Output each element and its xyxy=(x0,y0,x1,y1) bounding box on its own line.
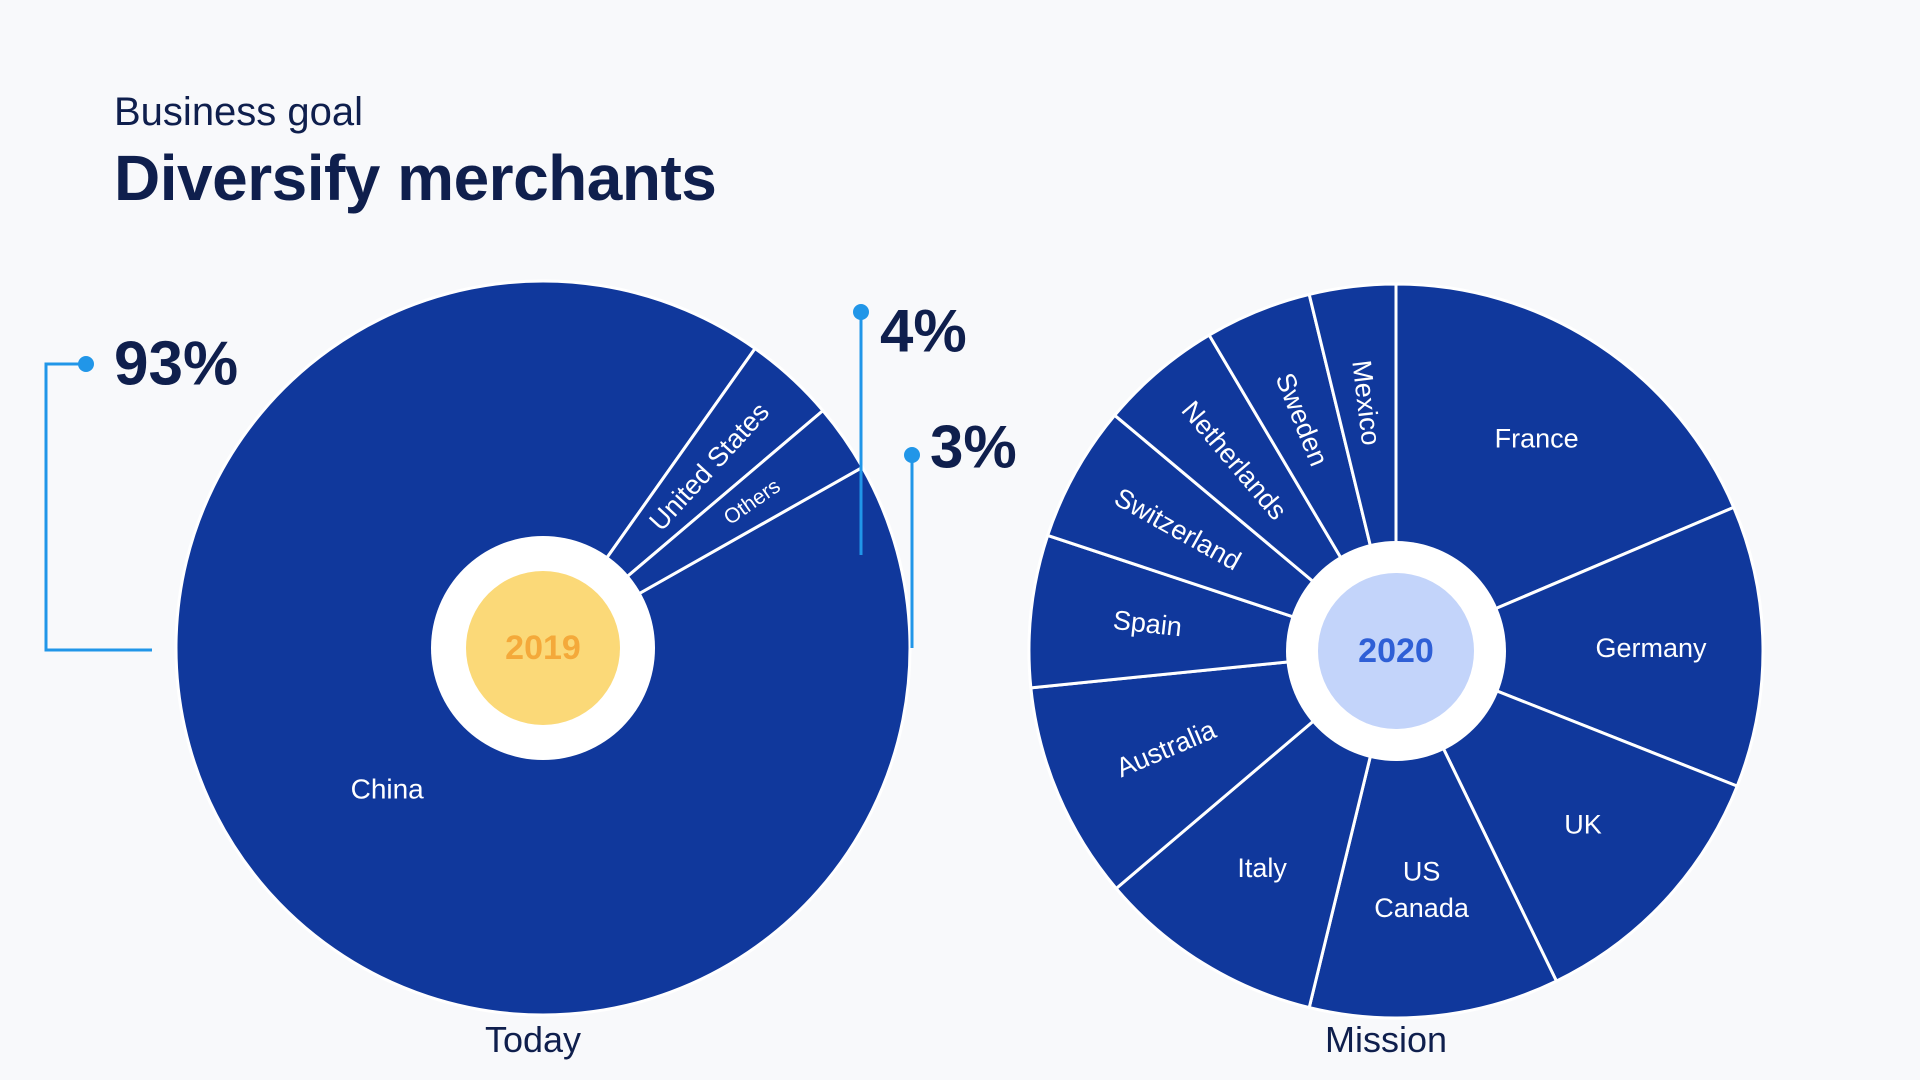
slice-label-us-canada: US Canada xyxy=(1374,856,1470,922)
callout-line-china xyxy=(44,362,152,652)
caption-today: Today xyxy=(485,1019,581,1060)
slice-label-china: China xyxy=(351,773,425,804)
year-badge-2020 xyxy=(1318,573,1474,729)
slice-label-uk: UK xyxy=(1564,809,1602,839)
slice-label-italy: Italy xyxy=(1237,853,1287,883)
callout-dot-china xyxy=(78,356,94,372)
page-title: Diversify merchants xyxy=(114,142,717,214)
callout-dot-united-states xyxy=(853,304,869,320)
caption-mission: Mission xyxy=(1325,1019,1447,1060)
slice-italy xyxy=(1114,649,1398,1010)
header: Business goal Diversify merchants xyxy=(114,88,717,216)
slice-us-canada xyxy=(1307,649,1558,1020)
callout-value-united-states: 4% xyxy=(880,298,967,365)
callout-value-china: 93% xyxy=(114,330,238,399)
callout-dot-others xyxy=(904,447,920,463)
callout-value-others: 3% xyxy=(930,414,1017,481)
subtitle: Business goal xyxy=(114,90,364,134)
year-badge-2019 xyxy=(466,571,620,725)
slice-label-germany: Germany xyxy=(1595,633,1707,663)
year-label-2019: 2019 xyxy=(505,629,581,667)
slice-germany xyxy=(1394,505,1765,788)
year-label-2020: 2020 xyxy=(1358,632,1434,670)
slice-label-france: France xyxy=(1495,423,1579,453)
slice-uk xyxy=(1394,649,1739,983)
slice-france xyxy=(1394,282,1736,653)
